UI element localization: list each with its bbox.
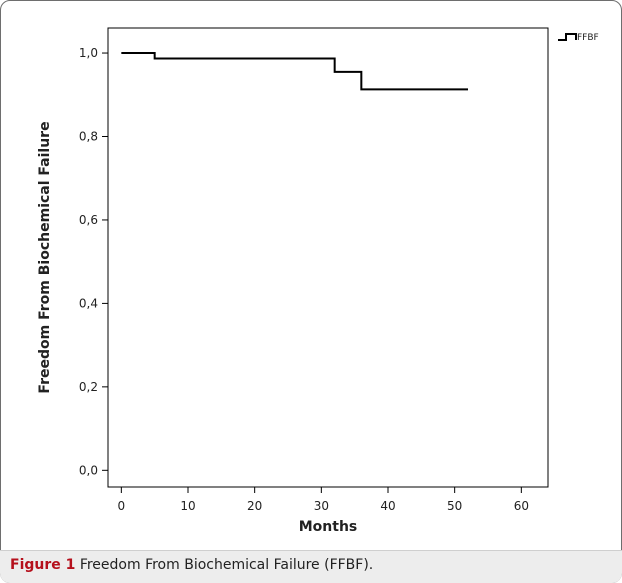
- y-tick-label: 0,2: [79, 380, 98, 394]
- x-tick-label: 10: [180, 499, 195, 513]
- series-line-ffbf: [121, 52, 468, 91]
- figure-caption: Figure 1 Freedom From Biochemical Failur…: [0, 550, 622, 583]
- y-tick-label: 0,0: [79, 463, 98, 477]
- x-tick-label: 50: [447, 499, 462, 513]
- y-tick-label: 0,8: [79, 129, 98, 143]
- plot-area: 0,0 0,2 0,4 0,6 0,8 1,0 0 10 20 30 40 50 60: [79, 27, 549, 513]
- x-tick-label: 0: [118, 499, 126, 513]
- legend: FFBF: [558, 33, 599, 43]
- x-tick-label: 20: [247, 499, 262, 513]
- legend-label-ffbf: FFBF: [577, 33, 599, 43]
- plot-frame: [107, 27, 549, 488]
- x-tick-label: 30: [314, 499, 329, 513]
- y-tick-label: 0,4: [79, 296, 98, 310]
- x-tick-label: 40: [380, 499, 395, 513]
- legend-symbol-ffbf: [558, 33, 577, 41]
- y-tick-label: 1,0: [79, 46, 98, 60]
- x-axis-title: Months: [299, 519, 358, 535]
- x-tick-label: 60: [514, 499, 529, 513]
- kaplan-meier-chart: 0,0 0,2 0,4 0,6 0,8 1,0 0 10 20 30 40 50 60 Months F…: [37, 27, 599, 535]
- y-axis-title: Freedom From Biochemical Failure: [37, 121, 53, 393]
- caption-figure-number: Figure 1: [10, 557, 76, 573]
- y-tick-label: 0,6: [79, 213, 98, 227]
- caption-text: Freedom From Biochemical Failure (FFBF).: [75, 557, 374, 573]
